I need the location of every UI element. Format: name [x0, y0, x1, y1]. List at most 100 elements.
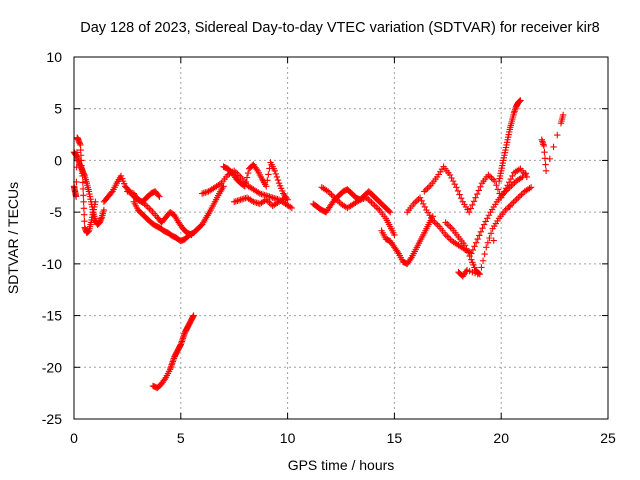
data-point — [542, 167, 550, 174]
data-point — [485, 212, 493, 219]
x-tick-label: 10 — [280, 430, 296, 446]
x-tick-label: 25 — [600, 430, 616, 446]
data-point — [146, 205, 153, 212]
data-point — [80, 198, 87, 205]
data-point — [445, 234, 453, 242]
data-point — [478, 264, 485, 271]
data-point — [79, 179, 87, 186]
data-point — [242, 178, 250, 186]
data-point — [80, 211, 88, 218]
data-point — [516, 192, 524, 200]
data-point — [484, 239, 492, 246]
data-point — [473, 190, 481, 198]
data-point — [489, 176, 497, 183]
plot-frame — [73, 56, 609, 420]
data-point — [513, 196, 520, 203]
data-point — [523, 173, 531, 181]
data-point — [386, 208, 394, 216]
data-point — [442, 219, 449, 226]
data-point — [453, 184, 460, 191]
y-tick-label: -20 — [42, 359, 62, 375]
y-tick-label: 5 — [54, 101, 62, 117]
data-point — [509, 172, 516, 180]
data-point — [457, 194, 465, 202]
y-tick-label: -10 — [42, 256, 62, 272]
data-point — [240, 182, 248, 189]
series-negative-arc — [149, 312, 197, 392]
data-point — [79, 172, 86, 180]
data-point — [374, 205, 382, 212]
data-point — [100, 206, 108, 214]
data-point — [448, 174, 455, 182]
series-early-arc-b — [70, 134, 99, 237]
data-point — [451, 181, 458, 188]
series-late-isolated — [455, 111, 567, 280]
data-point — [479, 257, 487, 264]
data-point — [466, 252, 473, 260]
series-late-band-c — [442, 184, 535, 278]
data-point — [479, 224, 486, 232]
data-point — [472, 194, 479, 201]
data-point — [265, 171, 272, 178]
data-point — [475, 187, 482, 194]
data-point — [373, 203, 380, 211]
data-point — [510, 199, 517, 206]
data-point — [288, 204, 296, 212]
data-point — [464, 249, 472, 256]
data-point — [282, 194, 289, 201]
data-point — [472, 239, 480, 246]
x-axis-label: GPS time / hours — [288, 457, 395, 473]
data-point — [73, 149, 81, 156]
data-point — [484, 215, 491, 222]
grid-lines — [74, 57, 608, 419]
x-tick-label: 0 — [70, 430, 78, 446]
data-point — [407, 256, 414, 263]
data-point — [80, 192, 87, 199]
data-point — [463, 245, 470, 253]
data-point — [108, 189, 115, 196]
data-point — [432, 220, 440, 227]
data-point — [550, 143, 557, 151]
series-early-arc-c — [100, 172, 163, 205]
y-tick-label: -25 — [42, 411, 62, 427]
data-point — [155, 192, 162, 199]
data-point — [471, 243, 478, 250]
data-point — [434, 221, 441, 229]
data-point — [481, 250, 488, 258]
data-point — [515, 194, 522, 201]
data-point — [480, 221, 488, 228]
series-dip-4-to-6 — [130, 183, 227, 245]
series-post-gap-b — [318, 184, 398, 239]
data-point — [272, 170, 280, 178]
data-point — [161, 375, 168, 383]
data-point — [424, 185, 431, 192]
y-axis-label: SDTVAR / TECUs — [5, 182, 21, 294]
data-point — [188, 231, 195, 239]
data-point — [542, 161, 549, 168]
x-tick-label: 5 — [177, 430, 185, 446]
data-point — [476, 232, 483, 239]
data-point — [241, 183, 249, 190]
data-point — [477, 228, 485, 235]
data-point — [243, 174, 251, 181]
data-point — [264, 198, 272, 205]
data-point — [517, 97, 524, 104]
data-point — [488, 174, 495, 182]
data-point — [465, 208, 473, 216]
data-point — [494, 186, 502, 193]
data-point — [274, 176, 282, 184]
data-point — [496, 190, 503, 197]
data-point — [420, 200, 427, 208]
data-point — [369, 200, 377, 208]
data-point — [469, 201, 476, 209]
data-point — [541, 148, 548, 156]
series-rise-to-peak — [495, 97, 524, 185]
data-point — [469, 246, 477, 254]
data-point — [487, 230, 495, 237]
data-point — [144, 203, 151, 211]
data-point — [546, 155, 553, 163]
data-point — [371, 202, 378, 209]
data-point — [253, 166, 260, 173]
data-point — [415, 196, 422, 203]
axis-ticks — [73, 56, 609, 420]
